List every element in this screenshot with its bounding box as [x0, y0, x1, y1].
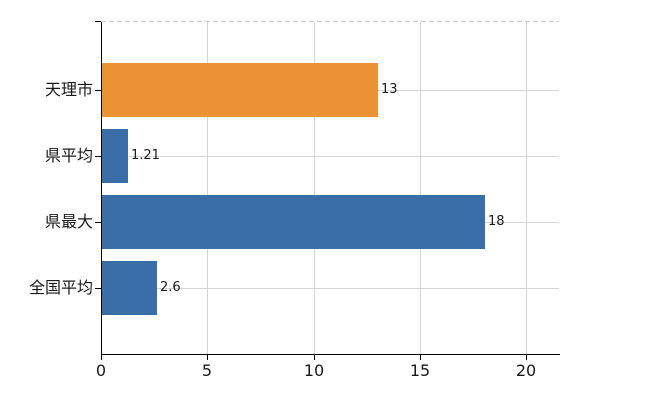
gridline-horizontal — [101, 156, 559, 157]
y-axis-tick — [95, 156, 101, 157]
bar-value-label: 13 — [381, 82, 398, 97]
plot-top-border — [101, 21, 559, 22]
gridline-vertical — [314, 22, 315, 354]
bar-value-label: 1.21 — [131, 148, 160, 163]
bar-value-label: 2.6 — [160, 280, 181, 295]
y-axis-tick — [95, 222, 101, 223]
category-label: 全国平均 — [28, 278, 93, 297]
category-label: 県平均 — [44, 146, 93, 165]
bar — [102, 129, 128, 183]
y-axis-tick — [95, 288, 101, 289]
x-axis-tick — [526, 355, 527, 360]
bar — [102, 195, 485, 249]
x-axis-line — [101, 354, 560, 355]
gridline-horizontal — [101, 288, 559, 289]
x-axis-tick — [207, 355, 208, 360]
x-tick-label: 20 — [515, 361, 537, 380]
y-axis-line — [101, 22, 102, 355]
x-axis-tick — [101, 355, 102, 360]
x-axis-tick — [314, 355, 315, 360]
gridline-vertical — [207, 22, 208, 354]
x-axis-tick — [420, 355, 421, 360]
gridline-vertical — [420, 22, 421, 354]
x-tick-label: 15 — [409, 361, 431, 380]
y-axis-tick — [95, 90, 101, 91]
bar — [102, 261, 157, 315]
category-label: 県最大 — [44, 212, 93, 231]
bar — [102, 63, 378, 117]
x-tick-label: 5 — [201, 361, 213, 380]
category-label: 天理市 — [44, 80, 93, 99]
x-tick-label: 10 — [303, 361, 325, 380]
x-tick-label: 0 — [95, 361, 107, 380]
y-axis-tick — [95, 21, 101, 22]
gridline-vertical — [526, 22, 527, 354]
bar-value-label: 18 — [488, 214, 505, 229]
